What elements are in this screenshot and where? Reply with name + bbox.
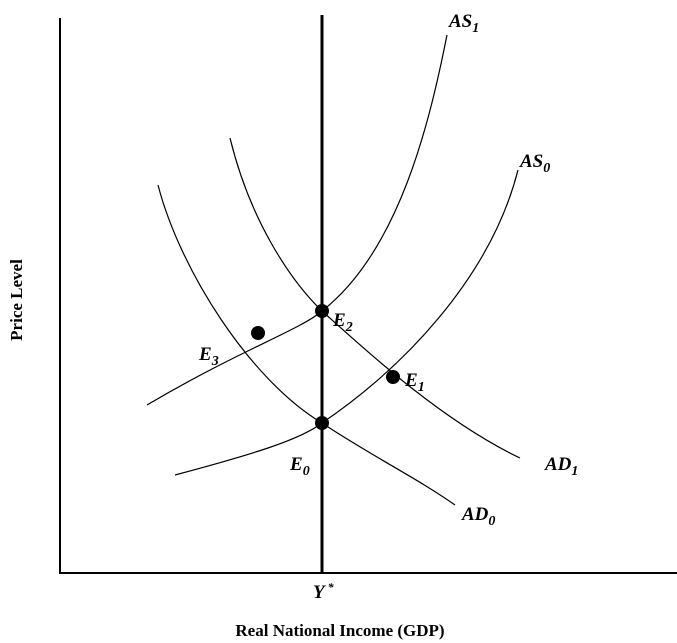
- as1-label-sub: 1: [472, 21, 479, 36]
- as1-label: AS1: [448, 11, 479, 36]
- point-e1: [386, 370, 400, 384]
- point-e2: [315, 304, 329, 318]
- ad1-label-sub: 1: [571, 464, 578, 479]
- as1-curve: [146, 34, 448, 406]
- ad0-label-main: AD: [461, 504, 489, 525]
- e3-label-main: E: [198, 344, 212, 365]
- y-star-main: Y: [313, 582, 327, 603]
- as0-label-main: AS: [519, 151, 543, 172]
- ad0-curve: [157, 184, 456, 506]
- e1-label-main: E: [404, 370, 418, 391]
- e2-label-sub: 2: [345, 320, 353, 335]
- as1-label-main: AS: [448, 11, 472, 32]
- y-axis-label: Price Level: [7, 259, 26, 341]
- ad1-label: AD1: [544, 454, 578, 479]
- e0-label: E0: [289, 454, 310, 479]
- e3-label: E3: [198, 344, 219, 369]
- e1-label-sub: 1: [418, 380, 425, 395]
- y-star-sup: *: [328, 580, 335, 594]
- ad0-label-sub: 0: [488, 514, 495, 529]
- x-axis-label: Real National Income (GDP): [235, 621, 444, 640]
- ad1-curve: [229, 137, 521, 459]
- point-e3: [251, 326, 265, 340]
- e1-label: E1: [404, 370, 425, 395]
- e0-label-sub: 0: [303, 464, 310, 479]
- e2-label-main: E: [332, 310, 346, 331]
- e3-label-sub: 3: [211, 354, 219, 369]
- as0-label: AS0: [519, 151, 550, 176]
- as0-curve: [174, 169, 519, 476]
- e2-label: E2: [332, 310, 353, 335]
- ad0-label: AD0: [461, 504, 495, 529]
- ad1-label-main: AD: [544, 454, 572, 475]
- as0-label-sub: 0: [543, 161, 550, 176]
- y-star-label: Y *: [313, 580, 335, 603]
- point-e0: [315, 416, 329, 430]
- e0-label-main: E: [289, 454, 303, 475]
